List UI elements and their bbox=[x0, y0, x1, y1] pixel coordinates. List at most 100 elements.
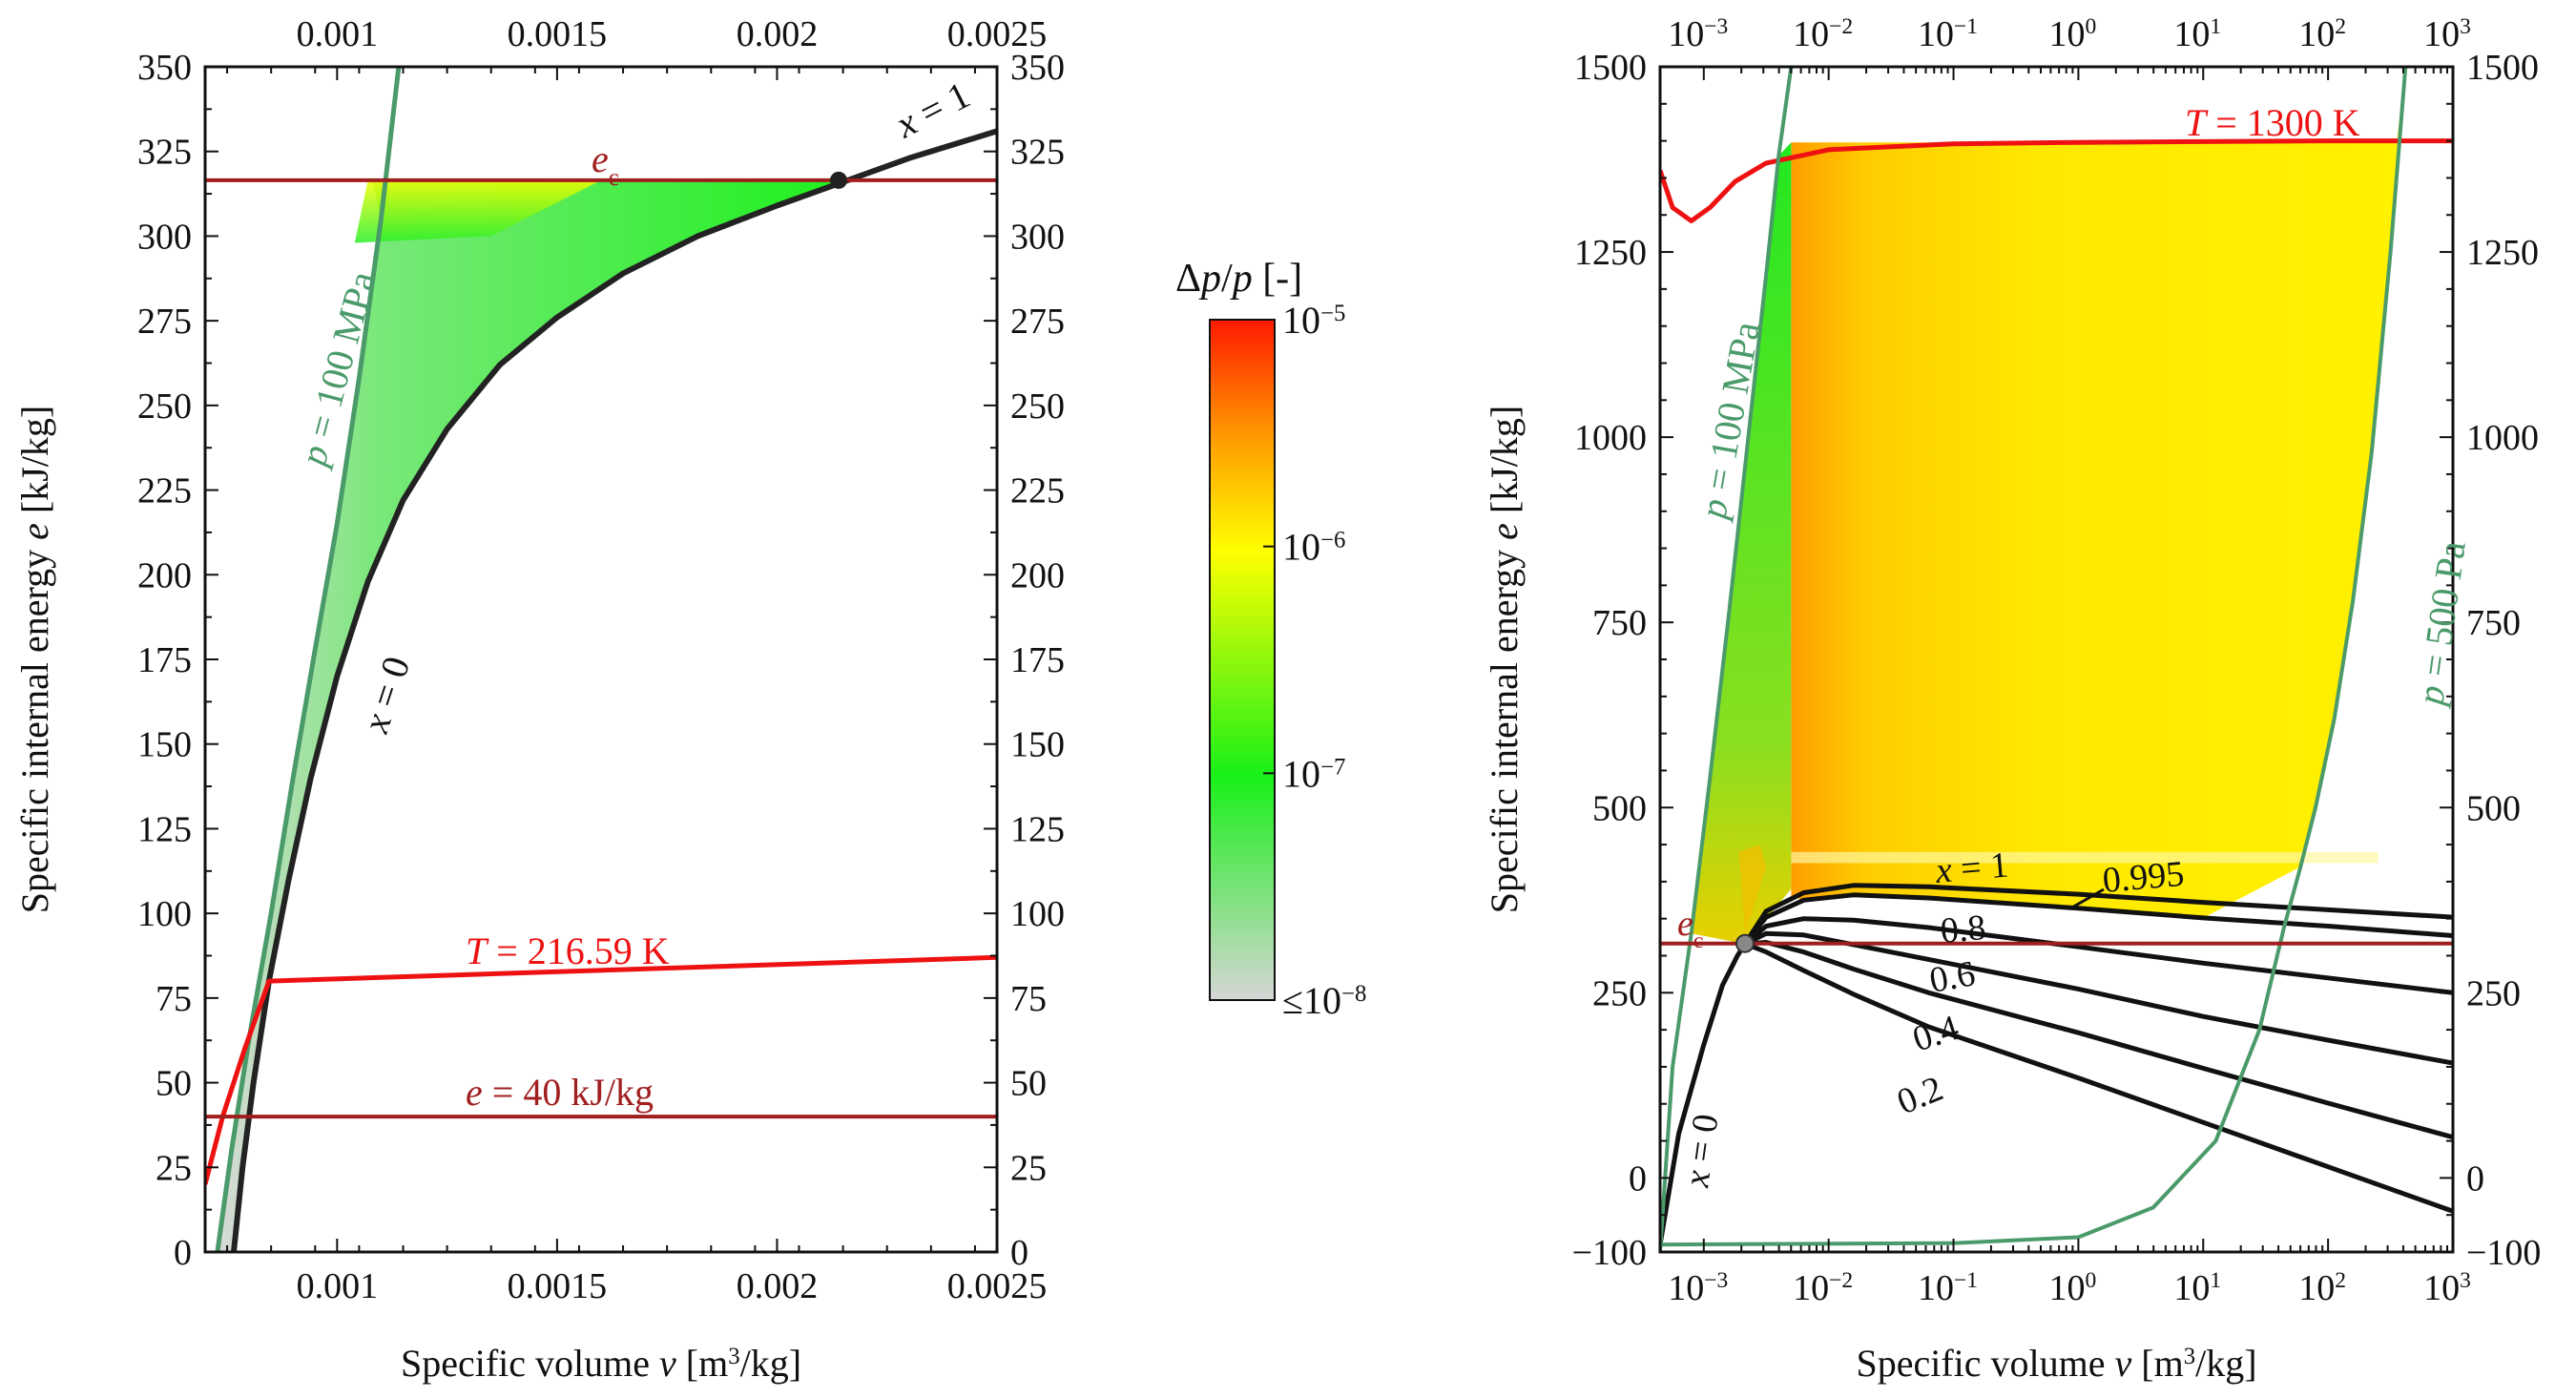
colorbar-tick-label: 10−6 bbox=[1282, 526, 1345, 569]
critical-point bbox=[1735, 933, 1755, 953]
y-tick-label: 0 bbox=[1010, 1233, 1028, 1273]
line-x-0-6 bbox=[1743, 930, 2453, 1066]
y-tick-label: 1500 bbox=[2466, 48, 2539, 88]
y-tick-label: 125 bbox=[137, 809, 192, 849]
line-x-0-2 bbox=[1744, 941, 2453, 1214]
x-tick-label: 10−2 bbox=[1793, 1268, 1853, 1308]
y-tick-label: 750 bbox=[1592, 603, 1647, 643]
label-02: 0.2 bbox=[1892, 1069, 1949, 1123]
line-p-500-pa bbox=[1660, 67, 2408, 1247]
y-tick-label: 350 bbox=[137, 48, 192, 88]
leader-0995 bbox=[2069, 887, 2105, 910]
label-ec: ec bbox=[1677, 904, 1703, 953]
y-tick-label: 200 bbox=[1010, 555, 1065, 595]
y-tick-label: 275 bbox=[137, 302, 192, 342]
y-tick-label: 200 bbox=[137, 555, 192, 595]
colorbar-title: Δp/p [-] bbox=[1175, 257, 1302, 301]
y-axis-label: Specific internal energy e [kJ/kg] bbox=[13, 406, 56, 913]
y-tick-label: −100 bbox=[1572, 1233, 1647, 1273]
left-chart: 0 0 25 25 50 50 75 75 100 100 125 125 150 150 175 175 20… bbox=[13, 14, 1065, 1385]
colorbar-tick-label: 10−5 bbox=[1282, 299, 1345, 342]
label-x0: x = 0 bbox=[1676, 1112, 1726, 1190]
colorbar-gradient bbox=[1209, 319, 1276, 1001]
x-axis-label: Specific volume v [m3/kg] bbox=[401, 1342, 801, 1385]
plot-area bbox=[1660, 67, 2453, 1252]
label-e40: e = 40 kJ/kg bbox=[466, 1071, 654, 1114]
y-tick-label: 0 bbox=[174, 1233, 192, 1273]
y-axis-label: Specific internal energy e [kJ/kg] bbox=[1483, 406, 1526, 913]
y-tick-label: −100 bbox=[2466, 1233, 2541, 1273]
line-x-1-saturated-vapor- bbox=[841, 128, 997, 185]
line-x-1 bbox=[1742, 883, 2453, 946]
y-tick-label: 0 bbox=[1629, 1158, 1647, 1199]
line-x-0-saturated-liquid- bbox=[231, 178, 844, 1252]
line-p-100-mpa bbox=[215, 67, 402, 1252]
y-tick-label: 325 bbox=[137, 133, 192, 173]
label-04: 0.4 bbox=[1908, 1008, 1963, 1060]
label-x0: x = 0 bbox=[353, 651, 418, 738]
x-tick-label: 102 bbox=[2298, 14, 2346, 54]
x-tick-label: 102 bbox=[2298, 1268, 2346, 1308]
y-tick-label: 1000 bbox=[2466, 418, 2539, 458]
x-tick-label: 10−3 bbox=[1668, 14, 1728, 54]
y-tick-label: 1250 bbox=[1574, 233, 1647, 273]
y-tick-label: 250 bbox=[1592, 973, 1647, 1013]
line-x-0 bbox=[1660, 942, 1748, 1245]
colorbar: 10−5 10−6 10−7 ≤10−8 Δp/p [-] bbox=[1175, 257, 1366, 1022]
x-tick-label: 100 bbox=[2049, 1268, 2097, 1308]
x-tick-label: 0.0025 bbox=[947, 14, 1048, 54]
y-tick-label: 100 bbox=[1010, 894, 1065, 934]
x-axis-label: Specific volume v [m3/kg] bbox=[1856, 1342, 2256, 1385]
x-tick-label: 101 bbox=[2173, 1268, 2221, 1308]
x-tick-label: 103 bbox=[2423, 1268, 2471, 1308]
y-tick-label: 300 bbox=[137, 217, 192, 257]
y-tick-label: 50 bbox=[1010, 1064, 1047, 1104]
colorbar-tick-label: 10−7 bbox=[1282, 752, 1345, 795]
heatmap-top-band bbox=[354, 179, 601, 243]
label-08: 0.8 bbox=[1939, 908, 1987, 951]
x-tick-label: 10−3 bbox=[1668, 1268, 1728, 1308]
x-tick-label: 0.001 bbox=[297, 14, 379, 54]
y-tick-label: 125 bbox=[1010, 809, 1065, 849]
x-tick-label: 0.001 bbox=[297, 1266, 379, 1306]
y-tick-label: 250 bbox=[137, 386, 192, 427]
colorbar-tick-label: ≤10−8 bbox=[1282, 979, 1366, 1022]
x-tick-label: 0.0015 bbox=[508, 14, 608, 54]
y-tick-label: 75 bbox=[156, 979, 192, 1019]
plot-area bbox=[205, 67, 997, 1252]
label-p500: p = 500 Pa bbox=[2408, 538, 2474, 710]
label-x1: x = 1 bbox=[888, 73, 977, 146]
x-tick-label: 101 bbox=[2173, 14, 2221, 54]
y-tick-label: 500 bbox=[1592, 788, 1647, 828]
y-tick-label: 750 bbox=[2466, 603, 2521, 643]
label-T: T = 1300 K bbox=[2185, 101, 2360, 144]
line-x-0-8 bbox=[1743, 916, 2453, 995]
line-t-216-59-k bbox=[205, 954, 997, 1185]
x-tick-label: 10−1 bbox=[1918, 1268, 1978, 1308]
line-x-0-4 bbox=[1744, 940, 2453, 1140]
y-tick-label: 1500 bbox=[1574, 48, 1647, 88]
y-tick-label: 300 bbox=[1010, 217, 1065, 257]
y-tick-label: 50 bbox=[156, 1064, 192, 1104]
x-tick-label: 0.0025 bbox=[947, 1266, 1048, 1306]
heatmap-region bbox=[217, 179, 843, 1252]
y-tick-label: 250 bbox=[2466, 973, 2521, 1013]
y-tick-label: 1250 bbox=[2466, 233, 2539, 273]
heatmap-band bbox=[1791, 851, 2379, 864]
y-tick-label: 75 bbox=[1010, 979, 1047, 1019]
y-tick-label: 350 bbox=[1010, 48, 1065, 88]
line-t-1300-k bbox=[1660, 138, 2453, 223]
y-tick-label: 250 bbox=[1010, 386, 1065, 427]
y-tick-label: 225 bbox=[137, 471, 192, 511]
label-0995: 0.995 bbox=[2101, 854, 2186, 901]
x-tick-label: 0.002 bbox=[737, 14, 819, 54]
label-T: T = 216.59 K bbox=[466, 929, 670, 972]
y-tick-label: 1000 bbox=[1574, 418, 1647, 458]
y-tick-label: 150 bbox=[137, 725, 192, 765]
x-tick-label: 0.002 bbox=[737, 1266, 819, 1306]
y-tick-label: 175 bbox=[137, 640, 192, 680]
y-tick-label: 275 bbox=[1010, 302, 1065, 342]
y-tick-label: 150 bbox=[1010, 725, 1065, 765]
label-06: 0.6 bbox=[1926, 953, 1978, 1001]
